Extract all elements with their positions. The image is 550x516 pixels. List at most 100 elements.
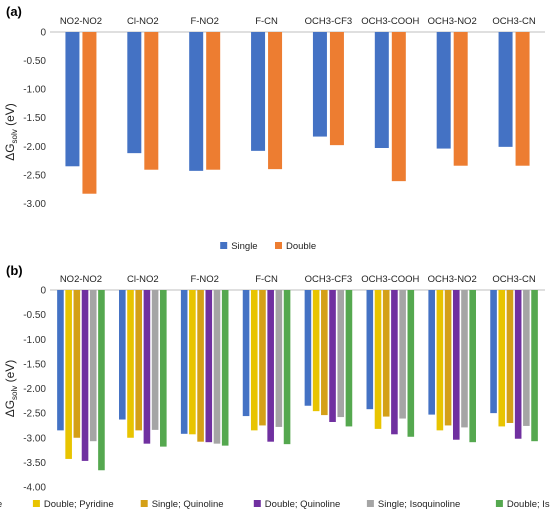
- bar: [205, 290, 213, 443]
- bar: [160, 290, 167, 447]
- bar: [65, 32, 80, 167]
- bar: [180, 290, 188, 434]
- bar: [452, 290, 460, 440]
- bar: [144, 32, 159, 170]
- bar: [251, 32, 266, 151]
- y-tick-label: -2.50: [23, 409, 46, 420]
- category-label: F-NO2: [190, 16, 219, 27]
- category-label: OCH3-NO2: [428, 274, 477, 285]
- bar: [81, 290, 89, 461]
- category-label: F-CN: [255, 274, 278, 285]
- bar: [345, 290, 353, 427]
- bar: [407, 290, 415, 437]
- legend-swatch: [275, 242, 282, 249]
- legend-label: Single: [231, 241, 257, 252]
- legend-swatch: [220, 242, 228, 249]
- panel-a-chart: (a) ΔGsolv (eV) 0 -0.50 -1.00 -1.50 -2.00 -2.50…: [3, 4, 545, 252]
- legend-label: Single; Pyridine: [0, 499, 2, 510]
- y-tick-label: -1.00: [23, 335, 46, 346]
- bar: [197, 290, 204, 442]
- bar: [461, 290, 468, 428]
- bar: [268, 32, 283, 170]
- category-label: OCH3-COOH: [361, 274, 419, 285]
- bar: [453, 32, 468, 166]
- bar: [135, 290, 143, 431]
- bar: [337, 290, 345, 418]
- bar: [498, 32, 513, 147]
- bar: [329, 290, 336, 422]
- y-axis-label: ΔGsolv (eV): [3, 103, 19, 161]
- legend-swatch: [32, 500, 40, 507]
- bar: [119, 290, 126, 420]
- category-label: OCH3-CF3: [305, 274, 353, 285]
- bar: [189, 32, 204, 171]
- legend: Single; Pyridine Double; Pyridine Single; …: [0, 499, 550, 510]
- legend: Single Double: [220, 241, 316, 252]
- y-tick-label: 0: [40, 286, 46, 297]
- bar: [143, 290, 151, 444]
- bar: [374, 32, 389, 148]
- bar: [391, 290, 398, 435]
- y-tick-label: -0.50: [23, 310, 46, 321]
- bar: [267, 290, 274, 442]
- panel-label: (a): [6, 4, 22, 19]
- y-tick-label: -2.00: [23, 142, 46, 153]
- legend-swatch: [495, 500, 503, 507]
- legend-label: Double; Isoquinoline: [507, 499, 550, 510]
- legend-label: Double: [286, 241, 316, 252]
- y-tick-label: -1.50: [23, 113, 46, 124]
- y-tick-label: -2.00: [23, 384, 46, 395]
- bar: [515, 32, 530, 166]
- bar: [514, 290, 522, 439]
- bar: [490, 290, 497, 414]
- bar: [469, 290, 476, 443]
- bar: [189, 290, 196, 435]
- bar: [65, 290, 72, 459]
- y-tick-label: -1.50: [23, 359, 46, 370]
- category-label: NO2-NO2: [60, 16, 102, 27]
- y-tick-label: -3.00: [23, 433, 46, 444]
- legend-label: Double; Quinoline: [265, 499, 341, 510]
- bar: [436, 32, 451, 149]
- bar: [382, 290, 390, 417]
- y-tick-label: -2.50: [23, 170, 46, 181]
- bar: [151, 290, 159, 430]
- bar: [283, 290, 291, 445]
- category-label: OCH3-NO2: [428, 16, 477, 27]
- category-label: OCH3-CN: [492, 16, 535, 27]
- bar: [523, 290, 530, 426]
- y-tick-label: -3.00: [23, 199, 46, 210]
- bar: [391, 32, 406, 182]
- bar: [82, 32, 97, 194]
- bar: [531, 290, 538, 442]
- category-label: F-NO2: [190, 274, 219, 285]
- category-label: Cl-NO2: [127, 274, 159, 285]
- bar: [275, 290, 283, 427]
- y-tick-label: -3.50: [23, 458, 46, 469]
- category-label: OCH3-CF3: [305, 16, 353, 27]
- legend-label: Single; Quinoline: [152, 499, 224, 510]
- bar: [498, 290, 506, 427]
- bar: [259, 290, 266, 426]
- legend-swatch: [140, 500, 148, 507]
- category-label: OCH3-CN: [492, 274, 535, 285]
- bar: [127, 32, 142, 154]
- y-tick-label: -0.50: [23, 56, 46, 67]
- bar: [366, 290, 374, 410]
- bar: [73, 290, 81, 438]
- bar: [312, 290, 320, 412]
- bar: [329, 32, 344, 146]
- bar: [428, 290, 435, 415]
- y-axis-label: ΔGsolv (eV): [3, 360, 19, 418]
- bar: [312, 32, 327, 137]
- bar: [98, 290, 105, 471]
- y-tick-label: 0: [40, 28, 46, 39]
- category-label: F-CN: [255, 16, 278, 27]
- bar: [399, 290, 406, 419]
- bar: [206, 32, 221, 170]
- panel-label: (b): [6, 263, 23, 278]
- bar: [250, 290, 258, 431]
- bar: [506, 290, 514, 423]
- legend-label: Double; Pyridine: [44, 499, 114, 510]
- bar: [57, 290, 64, 431]
